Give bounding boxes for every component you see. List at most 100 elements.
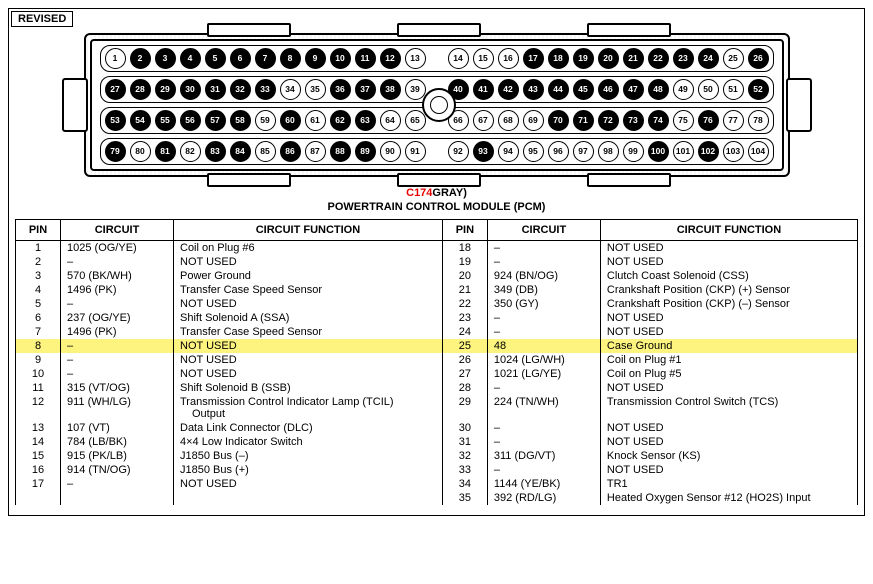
pin: 45 (573, 79, 594, 100)
pin: 5 (205, 48, 226, 69)
pin: 8 (280, 48, 301, 69)
col-pin: PIN (442, 220, 487, 241)
connector-ear-right (786, 78, 812, 132)
module-name: POWERTRAIN CONTROL MODULE (PCM) (15, 201, 858, 213)
col-pin: PIN (16, 220, 61, 241)
pin: 4 (180, 48, 201, 69)
pin: 58 (230, 110, 251, 131)
table-row: 15915 (PK/LB)J1850 Bus (–)32311 (DG/VT)K… (16, 449, 858, 463)
pin: 23 (673, 48, 694, 69)
pin: 73 (623, 110, 644, 131)
pin: 90 (380, 141, 401, 162)
pin: 98 (598, 141, 619, 162)
pin: 77 (723, 110, 744, 131)
table-row: 5–NOT USED22350 (GY)Crankshaft Position … (16, 297, 858, 311)
pin: 65 (405, 110, 426, 131)
pin: 57 (205, 110, 226, 131)
pin: 100 (648, 141, 669, 162)
pin-row: 1234567891011121314151617181920212223242… (100, 45, 774, 72)
pin: 104 (748, 141, 769, 162)
pin: 76 (698, 110, 719, 131)
table-row: 35392 (RD/LG)Heated Oxygen Sensor #12 (H… (16, 491, 858, 505)
pin: 18 (548, 48, 569, 69)
pin: 21 (623, 48, 644, 69)
col-function: CIRCUIT FUNCTION (174, 220, 443, 241)
pin: 56 (180, 110, 201, 131)
pin: 22 (648, 48, 669, 69)
pin: 71 (573, 110, 594, 131)
center-screw (422, 88, 456, 122)
pin: 82 (180, 141, 201, 162)
pin: 80 (130, 141, 151, 162)
pin: 59 (255, 110, 276, 131)
pin: 51 (723, 79, 744, 100)
pinout-table: PIN CIRCUIT CIRCUIT FUNCTION PIN CIRCUIT… (15, 219, 858, 505)
pin: 69 (523, 110, 544, 131)
pin: 101 (673, 141, 694, 162)
table-row: 16914 (TN/OG)J1850 Bus (+)33–NOT USED (16, 463, 858, 477)
pin: 37 (355, 79, 376, 100)
connector-tab (587, 173, 671, 187)
pin: 96 (548, 141, 569, 162)
pin: 60 (280, 110, 301, 131)
pin: 1 (105, 48, 126, 69)
pin: 14 (448, 48, 469, 69)
pin: 26 (748, 48, 769, 69)
diagram-frame: REVISED 12345678910111213141516171819202… (8, 8, 865, 516)
pin: 11 (355, 48, 376, 69)
pin: 43 (523, 79, 544, 100)
pin: 97 (573, 141, 594, 162)
pin: 25 (723, 48, 744, 69)
pin: 91 (405, 141, 426, 162)
pin: 87 (305, 141, 326, 162)
pin: 38 (380, 79, 401, 100)
connector-title: C174GRAY) POWERTRAIN CONTROL MODULE (PCM… (15, 187, 858, 213)
col-function: CIRCUIT FUNCTION (600, 220, 857, 241)
pin: 3 (155, 48, 176, 69)
pin: 79 (105, 141, 126, 162)
pin: 61 (305, 110, 326, 131)
pin: 41 (473, 79, 494, 100)
pin: 75 (673, 110, 694, 131)
connector-tab (207, 23, 291, 37)
pin: 48 (648, 79, 669, 100)
pin: 54 (130, 110, 151, 131)
pin: 63 (355, 110, 376, 131)
revised-badge: REVISED (11, 11, 73, 27)
pin: 17 (523, 48, 544, 69)
pin: 32 (230, 79, 251, 100)
table-row: 6237 (OG/YE)Shift Solenoid A (SSA)23–NOT… (16, 311, 858, 325)
pin: 88 (330, 141, 351, 162)
pin: 72 (598, 110, 619, 131)
pin: 19 (573, 48, 594, 69)
pin: 95 (523, 141, 544, 162)
pin: 55 (155, 110, 176, 131)
table-row: 13107 (VT)Data Link Connector (DLC)30–NO… (16, 421, 858, 435)
pin: 9 (305, 48, 326, 69)
pin-row: 7980818283848586878889909192939495969798… (100, 138, 774, 165)
pin: 52 (748, 79, 769, 100)
pin: 2 (130, 48, 151, 69)
table-row: 12911 (WH/LG)Transmission Control Indica… (16, 395, 858, 421)
connector-tab (207, 173, 291, 187)
pin: 64 (380, 110, 401, 131)
pin: 92 (448, 141, 469, 162)
connector-shell: 1234567891011121314151617181920212223242… (84, 33, 790, 177)
pin: 78 (748, 110, 769, 131)
pin: 33 (255, 79, 276, 100)
table-row: 41496 (PK)Transfer Case Speed Sensor2134… (16, 283, 858, 297)
connector-id: C174 (406, 187, 432, 199)
table-row: 2–NOT USED19–NOT USED (16, 255, 858, 269)
connector-ear-left (62, 78, 88, 132)
pin: 28 (130, 79, 151, 100)
table-row: 9–NOT USED261024 (LG/WH)Coil on Plug #1 (16, 353, 858, 367)
table-header-row: PIN CIRCUIT CIRCUIT FUNCTION PIN CIRCUIT… (16, 220, 858, 241)
table-row: 8–NOT USED2548Case Ground (16, 339, 858, 353)
pin: 31 (205, 79, 226, 100)
col-circuit: CIRCUIT (487, 220, 600, 241)
pin: 30 (180, 79, 201, 100)
table-row: 17–NOT USED341144 (YE/BK)TR1 (16, 477, 858, 491)
col-circuit: CIRCUIT (61, 220, 174, 241)
connector-color: GRAY) (432, 187, 466, 199)
connector-tab (397, 23, 481, 37)
